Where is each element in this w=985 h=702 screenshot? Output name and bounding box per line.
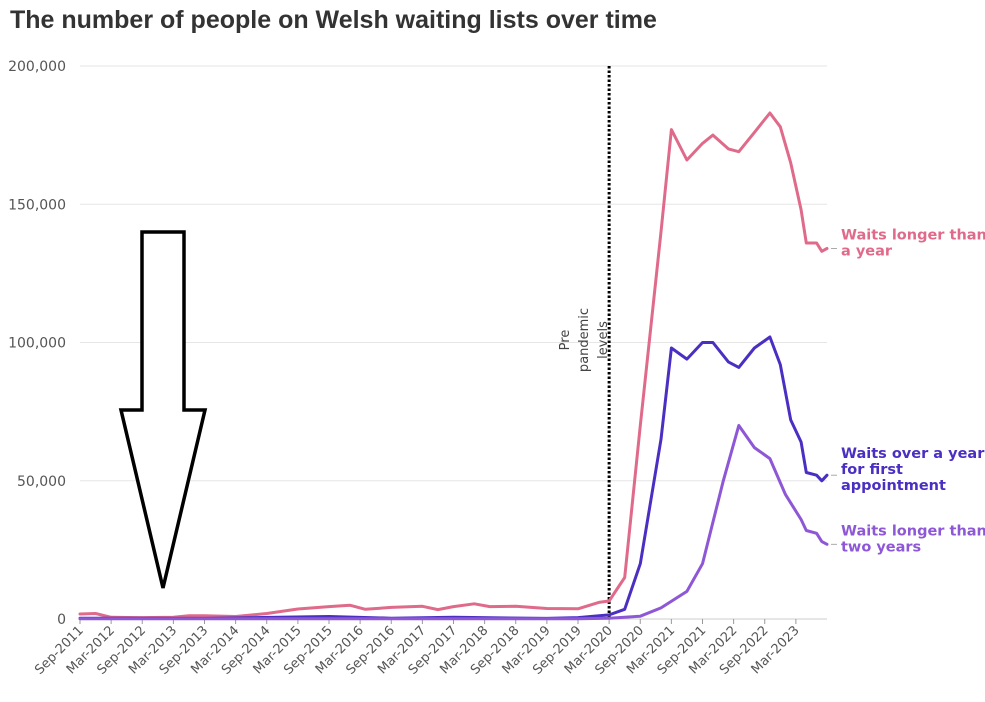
- series-line: [78, 335, 829, 620]
- series-lines: [78, 111, 829, 621]
- series-label: Waits longer than a year: [841, 227, 985, 259]
- series-label: Waits longer than two years: [841, 523, 985, 555]
- series-label-line: for first: [841, 462, 903, 478]
- series-label-line: two years: [841, 539, 921, 555]
- series-label: Waits over a year for first appointment: [841, 446, 985, 494]
- y-tick-label: 200,000: [8, 59, 66, 75]
- y-tick-label: 50,000: [17, 474, 66, 490]
- series-label-line: a year: [841, 243, 893, 259]
- pre-pandemic-annotation: Pre pandemic levels: [558, 66, 611, 619]
- series-label-line: appointment: [841, 478, 946, 494]
- series-label-line: Waits longer than: [841, 227, 985, 243]
- annotation-line-text: Pre: [558, 330, 573, 351]
- y-tick-label: 150,000: [8, 197, 66, 213]
- chart-title: The number of people on Welsh waiting li…: [10, 6, 657, 34]
- y-tick-label: 100,000: [8, 336, 66, 352]
- y-axis: 0 50,000 100,000 150,000 200,000: [8, 59, 66, 628]
- x-axis: Sep-2011Mar-2012Sep-2012Mar-2013Sep-2013…: [32, 619, 803, 678]
- series-line: [78, 424, 829, 621]
- y-tick-label: 0: [57, 612, 66, 628]
- series-label-line: Waits longer than: [841, 523, 985, 539]
- down-arrow-shape: [118, 230, 208, 589]
- grid-lines: [80, 65, 827, 620]
- series-label-line: Waits over a year: [841, 446, 985, 462]
- annotation-text: Pre pandemic levels: [558, 308, 611, 372]
- annotation-line-text: levels: [596, 321, 611, 359]
- annotation-line-text: pandemic: [577, 308, 592, 372]
- series-line: [78, 111, 829, 620]
- down-arrow-icon: [118, 230, 208, 589]
